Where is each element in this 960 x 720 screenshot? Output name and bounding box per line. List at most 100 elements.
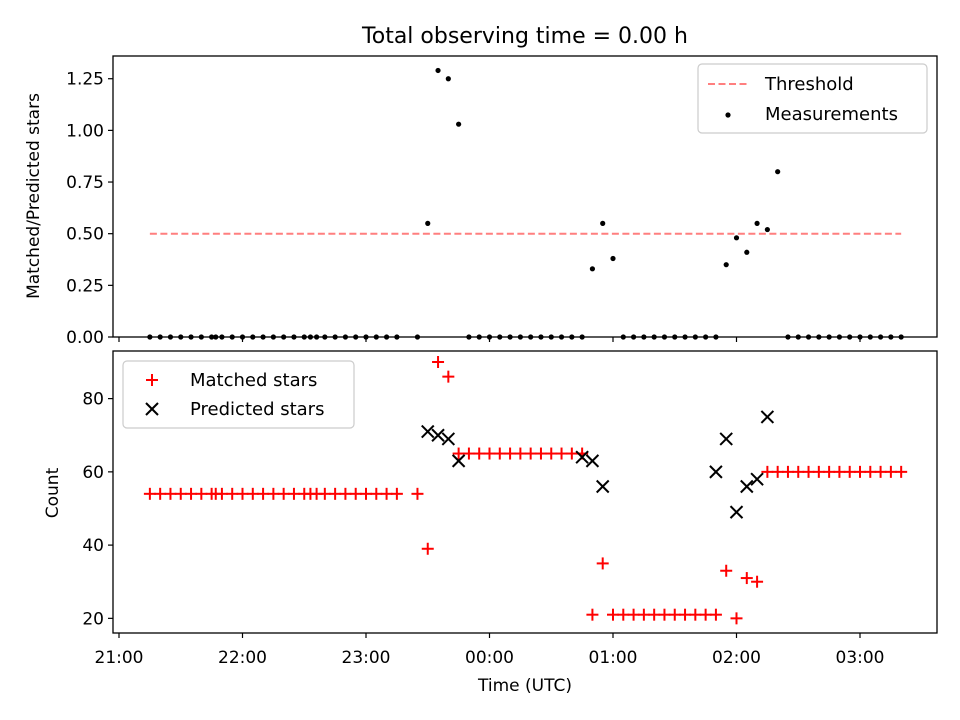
- bottom-plot-area: [143, 355, 908, 625]
- legend-measurements-label: Measurements: [765, 104, 898, 125]
- matched-star-marker: [277, 487, 290, 500]
- matched-star-marker: [730, 612, 743, 625]
- matched-star-marker: [607, 608, 619, 621]
- predicted-star-marker: [750, 472, 764, 486]
- measurement-point: [435, 67, 441, 74]
- matched-star-marker: [473, 447, 486, 460]
- predicted-star-marker: [709, 465, 723, 479]
- legend-predicted-swatch: [145, 402, 159, 416]
- matched-star-marker: [318, 487, 331, 500]
- x-tick-label: 03:00: [836, 648, 885, 668]
- x-tick-label: 00:00: [465, 648, 514, 668]
- matched-star-marker: [215, 487, 228, 500]
- matched-star-marker: [390, 487, 403, 500]
- matched-star-marker: [164, 487, 177, 500]
- legend-measurements-swatch: [725, 112, 731, 118]
- legend-box: [122, 360, 355, 429]
- matched-star-marker: [833, 465, 846, 478]
- marker-stroke: [719, 432, 733, 446]
- matched-star-marker: [411, 487, 424, 500]
- matched-star-marker: [751, 575, 764, 588]
- x-tick-label: 21:00: [95, 648, 144, 668]
- matched-star-marker: [709, 608, 722, 621]
- matched-star-marker: [329, 487, 342, 500]
- top-legend: Threshold Measurements: [697, 63, 928, 134]
- predicted-star-marker: [451, 454, 466, 468]
- y-tick-label: 60: [82, 463, 104, 483]
- predicted-star-marker: [441, 432, 456, 446]
- matched-star-marker: [740, 572, 753, 585]
- matched-star-marker: [483, 447, 496, 460]
- legend-matched-label: Matched stars: [190, 370, 317, 391]
- y-tick-label: 20: [82, 609, 104, 629]
- measurement-point: [754, 220, 760, 226]
- matched-star-marker: [555, 447, 568, 460]
- matched-star-marker: [823, 465, 836, 478]
- matched-star-marker: [524, 447, 537, 460]
- legend-box: [697, 63, 928, 134]
- measurement-point: [425, 220, 431, 226]
- y-axis-label: Matched/Predicted stars: [24, 93, 44, 299]
- measurement-point: [600, 220, 606, 226]
- matched-star-marker: [143, 487, 156, 500]
- matched-star-marker: [534, 447, 547, 460]
- measurement-point: [610, 255, 616, 262]
- predicted-star-marker: [760, 410, 775, 424]
- predicted-star-marker: [421, 424, 435, 439]
- top-axes-frame: [112, 55, 938, 338]
- predicted-star-marker: [596, 479, 610, 494]
- marker-stroke: [740, 479, 754, 494]
- y-tick-label: 80: [82, 390, 104, 410]
- matched-star-marker: [370, 487, 383, 500]
- matched-star-marker: [236, 487, 249, 500]
- measurement-point: [733, 235, 740, 241]
- top-ticks: 0.00 0.25 0.50 0.75 1.00 1.25: [66, 70, 861, 348]
- matched-star-marker: [287, 487, 300, 500]
- marker-stroke: [585, 454, 600, 468]
- x-axis-label: Time (UTC): [477, 676, 572, 696]
- matched-star-marker: [421, 542, 434, 555]
- bottom-legend: Matched stars Predicted stars: [122, 360, 355, 429]
- matched-star-marker: [360, 487, 372, 500]
- matched-star-marker: [226, 487, 239, 500]
- matched-star-marker: [771, 465, 784, 478]
- y-tick-label: 1.25: [66, 70, 104, 90]
- count-panel: Count Time (UTC) 20 40 60 80 21:00 22:00 23:00…: [43, 350, 938, 696]
- marker-stroke: [421, 424, 435, 439]
- legend-matched-swatch: [146, 374, 158, 386]
- y-axis-label: Count: [43, 467, 63, 518]
- bottom-axes-frame: [112, 350, 938, 634]
- measurement-point: [445, 76, 451, 82]
- matched-star-marker: [195, 487, 208, 500]
- matched-star-marker: [895, 465, 908, 478]
- matched-star-marker: [442, 370, 455, 383]
- matched-star-marker: [689, 608, 702, 621]
- x-tick-label: 01:00: [589, 648, 638, 668]
- matched-star-marker: [586, 608, 599, 621]
- marker-stroke: [451, 454, 466, 468]
- predicted-star-marker: [575, 450, 589, 464]
- x-tick-label: 02:00: [712, 648, 761, 668]
- y-tick-label: 0.75: [66, 173, 104, 193]
- legend-predicted-label: Predicted stars: [190, 399, 324, 420]
- y-tick-label: 40: [82, 536, 104, 556]
- matched-star-marker: [720, 564, 733, 577]
- marker-stroke: [431, 428, 445, 442]
- predicted-star-marker: [719, 432, 733, 446]
- matched-star-marker: [648, 608, 661, 621]
- y-tick-label: 0.25: [66, 276, 104, 296]
- matched-star-marker: [884, 465, 897, 478]
- marker-stroke: [441, 432, 456, 446]
- matched-star-marker: [514, 447, 527, 460]
- matched-star-marker: [596, 557, 609, 570]
- marker-stroke: [709, 465, 723, 479]
- matched-star-marker: [462, 447, 475, 460]
- matched-star-marker: [432, 355, 445, 368]
- matched-star-marker: [843, 465, 856, 478]
- measurement-point: [723, 262, 729, 268]
- marker-stroke: [729, 505, 744, 519]
- matched-star-marker: [246, 487, 259, 500]
- matched-star-marker: [545, 447, 558, 460]
- measurement-point: [744, 249, 750, 255]
